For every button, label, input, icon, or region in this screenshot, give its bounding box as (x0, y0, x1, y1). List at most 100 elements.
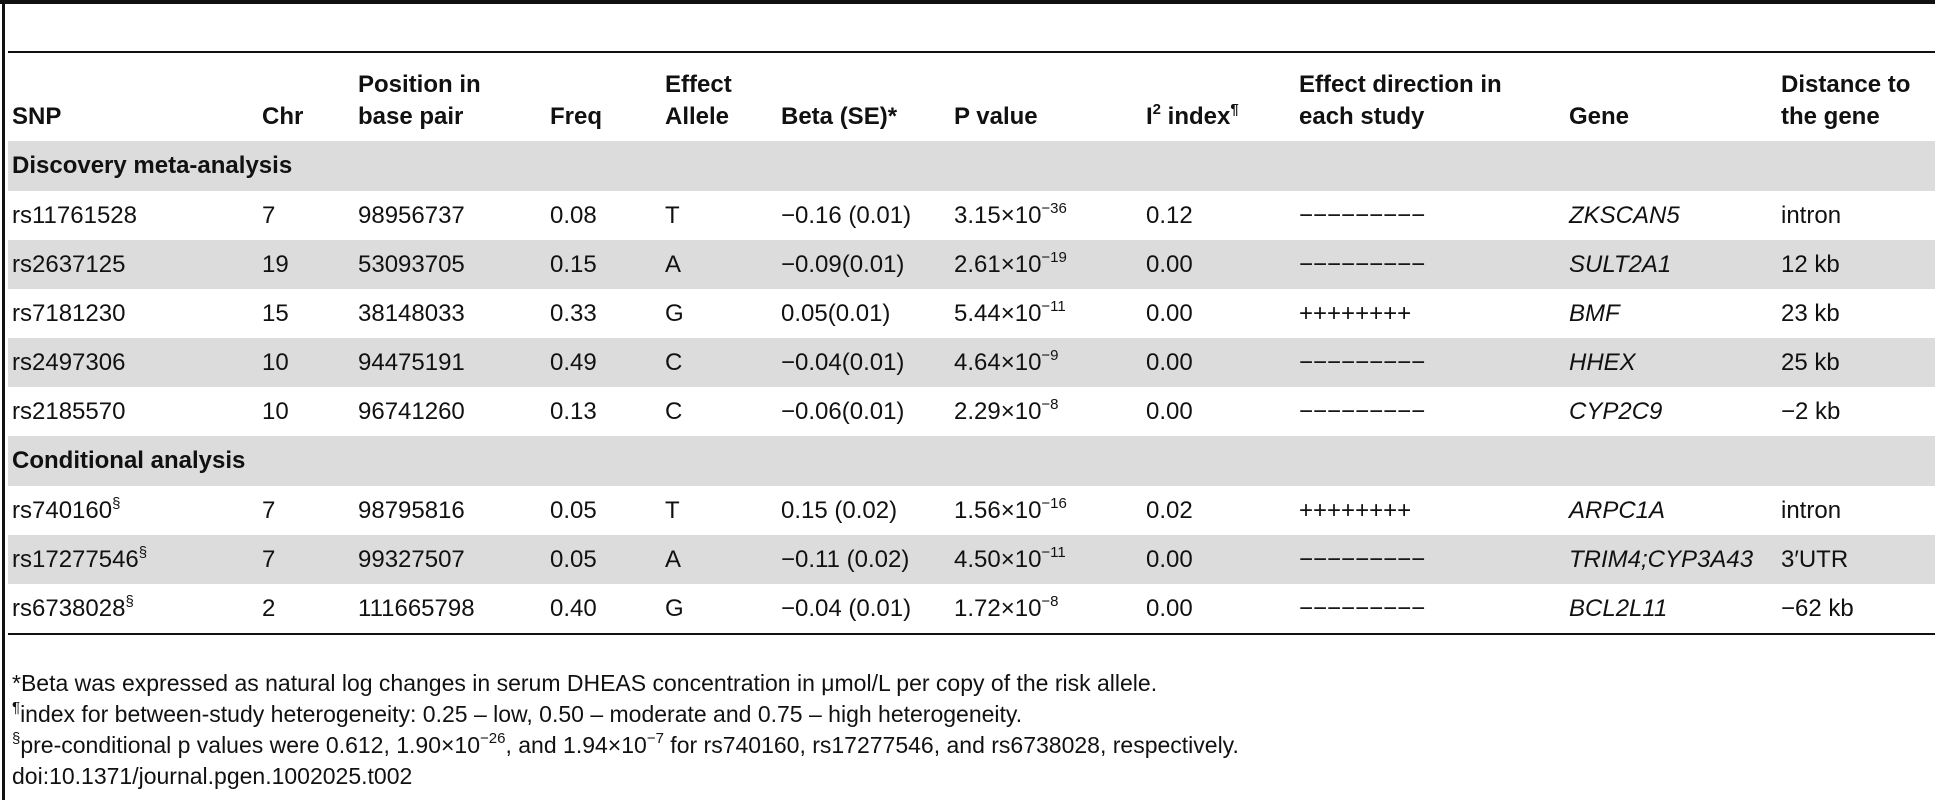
cell-snp: rs2185570 (12, 397, 126, 425)
cell-beta: −0.06(0.01) (781, 397, 905, 425)
cell-effect-direction: −−−−−−−−− (1295, 240, 1565, 289)
cell-position: 98956737 (358, 201, 465, 229)
cell-chr: 2 (258, 584, 354, 635)
header-gene: Gene (1569, 103, 1630, 130)
cell-freq: 0.08 (550, 201, 597, 229)
cell-p-value: 5.44×10−11 (954, 297, 1066, 327)
cell-p-value: 2.61×10−19 (950, 240, 1142, 289)
table-row: rs740160§ 7 98795816 0.05 T 0.15 (0.02) 1.56×1… (8, 486, 1935, 535)
table-header: SNP Chr Position in base pair Freq Effec… (8, 52, 1935, 141)
header-freq: Freq (550, 103, 603, 130)
left-border-rule (2, 0, 5, 800)
cell-snp: rs17277546§ (8, 535, 258, 584)
cell-i2-index: 0.00 (1142, 584, 1295, 635)
cell-distance: −2 kb (1781, 397, 1841, 425)
section-row: Discovery meta-analysis (8, 141, 1935, 191)
cell-position: 98795816 (358, 496, 465, 524)
cell-freq: 0.15 (546, 240, 661, 289)
cell-i2-index: 0.02 (1146, 496, 1193, 524)
footnote-index: ¶index for between-study heterogeneity: … (12, 699, 1023, 727)
cell-beta: −0.11 (0.02) (777, 535, 950, 584)
cell-effect-allele: T (665, 201, 680, 229)
cell-chr: 10 (258, 338, 354, 387)
table-body: Discovery meta-analysis rs11761528 7 989567… (8, 141, 1935, 635)
cell-gene: HHEX (1565, 338, 1777, 387)
table-row: rs2185570 10 96741260 0.13 C −0.06(0.01) 2.29×… (8, 387, 1935, 436)
cell-distance: 12 kb (1777, 240, 1935, 289)
cell-freq: 0.05 (546, 535, 661, 584)
cell-p-value: 1.72×10−8 (950, 584, 1142, 635)
header-i2-index: I2 index¶ (1146, 101, 1239, 130)
cell-gene: TRIM4;CYP3A43 (1565, 535, 1777, 584)
snp-results-table: SNP Chr Position in base pair Freq Effec… (8, 51, 1935, 635)
cell-gene: BCL2L11 (1565, 584, 1777, 635)
cell-distance: 25 kb (1777, 338, 1935, 387)
header-row: SNP Chr Position in base pair Freq Effec… (8, 52, 1935, 141)
header-p-value: P value (954, 103, 1038, 130)
cell-position: 99327507 (354, 535, 546, 584)
cell-position: 111665798 (354, 584, 546, 635)
cell-effect-allele: G (661, 584, 777, 635)
cell-freq: 0.33 (550, 299, 597, 327)
table-container: SNP Chr Position in base pair Freq Effec… (8, 51, 1935, 635)
cell-effect-direction: ++++++++ (1299, 299, 1412, 327)
cell-effect-direction: −−−−−−−−− (1295, 338, 1565, 387)
cell-gene: BMF (1569, 299, 1620, 327)
cell-effect-direction: −−−−−−−−− (1295, 535, 1565, 584)
table-row: rs2637125 19 53093705 0.15 A −0.09(0.01) 2.61×… (8, 240, 1935, 289)
cell-snp: rs2497306 (8, 338, 258, 387)
cell-distance: −62 kb (1777, 584, 1935, 635)
cell-position: 94475191 (354, 338, 546, 387)
cell-effect-direction: −−−−−−−−− (1299, 397, 1426, 425)
table-row: rs11761528 7 98956737 0.08 T −0.16 (0.01) 3.15… (8, 191, 1935, 240)
cell-effect-allele: G (665, 299, 684, 327)
cell-p-value: 4.50×10−11 (950, 535, 1142, 584)
header-effect-allele: Effect Allele (665, 71, 732, 130)
cell-i2-index: 0.12 (1146, 201, 1193, 229)
cell-chr: 7 (258, 535, 354, 584)
cell-i2-index: 0.00 (1146, 397, 1193, 425)
cell-distance: 3′UTR (1777, 535, 1935, 584)
cell-effect-allele: C (665, 397, 683, 425)
cell-snp: rs7181230 (12, 299, 126, 327)
cell-i2-index: 0.00 (1142, 535, 1295, 584)
cell-chr: 15 (262, 299, 289, 327)
cell-gene: SULT2A1 (1565, 240, 1777, 289)
cell-i2-index: 0.00 (1142, 338, 1295, 387)
cell-distance: 23 kb (1781, 299, 1840, 327)
cell-beta: 0.15 (0.02) (781, 496, 898, 524)
cell-freq: 0.13 (550, 397, 597, 425)
top-border-rule (0, 0, 1935, 4)
cell-gene: ZKSCAN5 (1569, 201, 1680, 229)
cell-snp: rs740160§ (12, 494, 121, 524)
cell-chr: 7 (262, 201, 276, 229)
cell-beta: −0.09(0.01) (777, 240, 950, 289)
cell-effect-allele: A (661, 535, 777, 584)
section-title: Discovery meta-analysis (8, 141, 1935, 191)
cell-freq: 0.05 (550, 496, 597, 524)
table-footnotes: *Beta was expressed as natural log chang… (12, 668, 1239, 792)
table-row: rs2497306 10 94475191 0.49 C −0.04(0.01) 4.64×… (8, 338, 1935, 387)
header-beta: Beta (SE)* (781, 103, 898, 130)
table-row: rs17277546§ 7 99327507 0.05 A −0.11 (0.02) 4.5… (8, 535, 1935, 584)
section-row: Conditional analysis (8, 436, 1935, 486)
cell-effect-direction: ++++++++ (1299, 496, 1412, 524)
table-row: rs6738028§ 2 111665798 0.40 G −0.04 (0.01) 1.7… (8, 584, 1935, 635)
cell-chr: 19 (258, 240, 354, 289)
cell-snp: rs11761528 (12, 201, 137, 229)
cell-freq: 0.49 (546, 338, 661, 387)
cell-effect-allele: A (661, 240, 777, 289)
cell-chr: 10 (262, 397, 289, 425)
header-distance: Distance to the gene (1781, 71, 1911, 130)
cell-beta: −0.04 (0.01) (777, 584, 950, 635)
cell-snp: rs6738028§ (8, 584, 258, 635)
cell-snp: rs2637125 (8, 240, 258, 289)
table-row: rs7181230 15 38148033 0.33 G 0.05(0.01) 5.44×1… (8, 289, 1935, 338)
cell-gene: CYP2C9 (1569, 397, 1663, 425)
cell-effect-allele: T (665, 496, 680, 524)
cell-chr: 7 (262, 496, 276, 524)
cell-beta: −0.04(0.01) (777, 338, 950, 387)
cell-beta: −0.16 (0.01) (781, 201, 912, 229)
cell-p-value: 3.15×10−36 (954, 199, 1067, 229)
cell-position: 53093705 (354, 240, 546, 289)
